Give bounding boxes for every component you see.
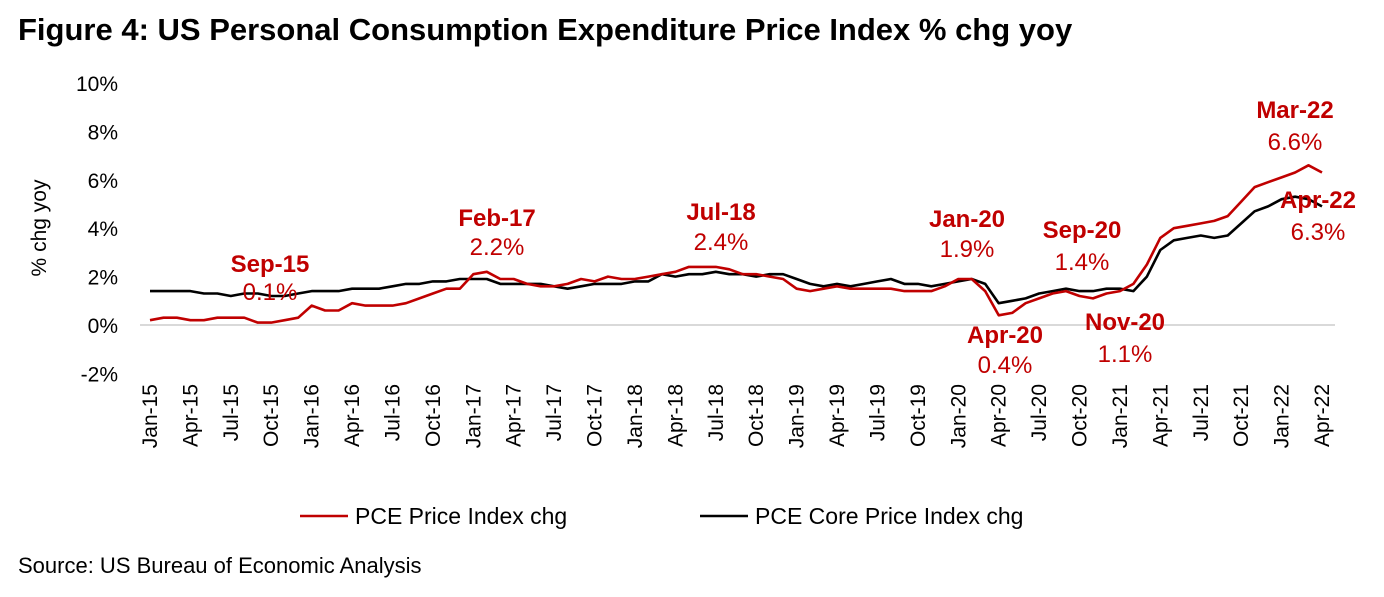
annotation-month: Sep-15 <box>231 251 310 278</box>
x-tick-label: Jul-17 <box>543 384 566 441</box>
x-tick-label: Jan-15 <box>139 384 162 448</box>
x-tick-label: Jan-17 <box>462 384 485 448</box>
series-line-pce-price-index-chg <box>149 164 1323 324</box>
y-tick-label: 6% <box>88 170 118 193</box>
x-tick-label: Apr-21 <box>1149 384 1172 447</box>
annotation-month: Jul-18 <box>686 199 755 226</box>
x-tick-label: Jan-18 <box>624 384 647 448</box>
y-tick-label: -2% <box>81 363 118 386</box>
x-tick-label: Oct-15 <box>260 384 283 447</box>
annotation-value: 2.4% <box>694 229 749 256</box>
annotation-month: Apr-20 <box>967 322 1043 349</box>
annotation-month: Nov-20 <box>1085 309 1165 336</box>
y-axis-label: % chg yoy <box>28 179 51 276</box>
x-tick-label: Apr-19 <box>826 384 849 447</box>
x-tick-label: Oct-20 <box>1069 384 1092 447</box>
annotation-month: Mar-22 <box>1256 97 1333 124</box>
x-tick-label: Jul-15 <box>220 384 243 441</box>
y-tick-label: 4% <box>88 218 118 241</box>
x-tick-label: Oct-19 <box>907 384 930 447</box>
legend-label: PCE Price Index chg <box>355 503 567 529</box>
x-tick-label: Apr-22 <box>1311 384 1334 447</box>
x-tick-label: Apr-17 <box>503 384 526 447</box>
y-tick-label: 0% <box>88 315 118 338</box>
annotation-value: 6.3% <box>1291 219 1346 246</box>
annotation-month: Apr-22 <box>1280 187 1356 214</box>
x-tick-label: Oct-17 <box>584 384 607 447</box>
annotation-value: 2.2% <box>470 234 525 261</box>
annotation-value: 1.4% <box>1055 249 1110 276</box>
x-tick-label: Apr-18 <box>664 384 687 447</box>
x-tick-label: Jul-18 <box>705 384 728 441</box>
x-tick-label: Jan-20 <box>947 384 970 448</box>
x-tick-label: Apr-15 <box>179 384 202 447</box>
annotation-value: 0.4% <box>978 352 1033 379</box>
y-tick-label: 8% <box>88 121 118 144</box>
x-tick-label: Jul-20 <box>1028 384 1051 441</box>
x-tick-label: Jan-19 <box>786 384 809 448</box>
chart-title: Figure 4: US Personal Consumption Expend… <box>18 12 1073 47</box>
x-tick-label: Jul-21 <box>1190 384 1213 441</box>
x-tick-label: Oct-16 <box>422 384 445 447</box>
source-note: Source: US Bureau of Economic Analysis <box>18 553 422 578</box>
annotation-value: 6.6% <box>1268 129 1323 156</box>
annotation-value: 1.1% <box>1098 341 1153 368</box>
x-tick-label: Oct-18 <box>745 384 768 447</box>
annotation-value: 1.9% <box>940 236 995 263</box>
annotation-month: Feb-17 <box>458 205 535 232</box>
series-line-pce-core-price-index-chg <box>150 195 1323 305</box>
x-tick-label: Jan-22 <box>1271 384 1294 448</box>
x-tick-label: Jul-19 <box>866 384 889 441</box>
x-tick-label: Jan-16 <box>301 384 324 448</box>
x-tick-label: Apr-16 <box>341 384 364 447</box>
annotation-month: Jan-20 <box>929 206 1005 233</box>
y-tick-label: 10% <box>76 73 118 96</box>
x-tick-label: Oct-21 <box>1230 384 1253 447</box>
x-tick-label: Jul-16 <box>381 384 404 441</box>
x-tick-label: Apr-20 <box>988 384 1011 447</box>
annotation-value: 0.1% <box>243 279 298 306</box>
legend-label: PCE Core Price Index chg <box>755 503 1023 529</box>
x-tick-label: Jan-21 <box>1109 384 1132 448</box>
annotation-month: Sep-20 <box>1043 217 1122 244</box>
y-tick-label: 2% <box>88 267 118 290</box>
